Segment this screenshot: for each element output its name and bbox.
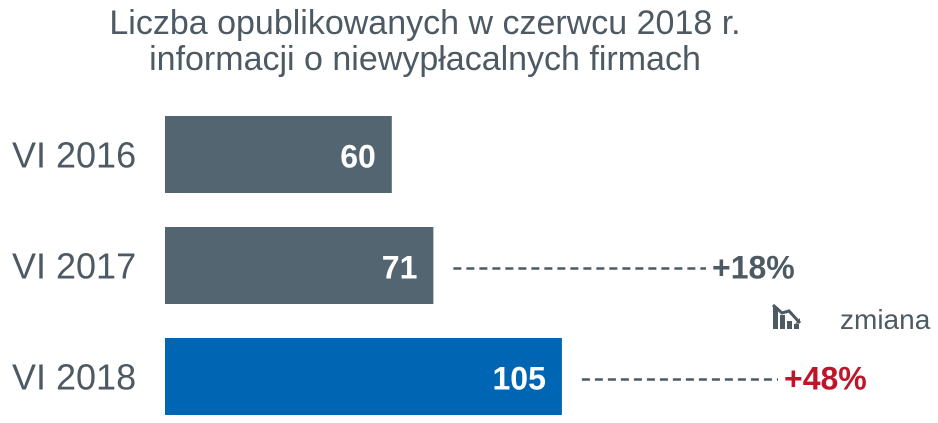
declining-chart-icon (772, 303, 802, 329)
chart-title-line-2: informacji o niewypłacalnych firmach (149, 40, 701, 78)
bar-value-label: 60 (340, 139, 376, 175)
change-label: +18% (712, 250, 795, 286)
chart-title-line-1: Liczba opublikowanych w czerwcu 2018 r. (109, 4, 740, 42)
legend-label: zmiana (840, 304, 931, 335)
change-label: +48% (784, 361, 867, 397)
category-label: VI 2016 (12, 135, 136, 176)
chart-title: Liczba opublikowanych w czerwcu 2018 r. … (109, 4, 740, 78)
bars-layer: VI 2016 60 VI 2017 71 VI 2018 105 (12, 116, 562, 415)
bar (165, 116, 392, 193)
bar (165, 227, 434, 304)
legend: zmiana (772, 303, 931, 335)
bar (165, 338, 562, 415)
category-label: VI 2017 (12, 246, 136, 287)
changes-layer: +18% +48% (453, 250, 867, 397)
bar-value-label: 105 (493, 361, 546, 397)
category-label: VI 2018 (12, 357, 136, 398)
bar-value-label: 71 (382, 250, 418, 286)
